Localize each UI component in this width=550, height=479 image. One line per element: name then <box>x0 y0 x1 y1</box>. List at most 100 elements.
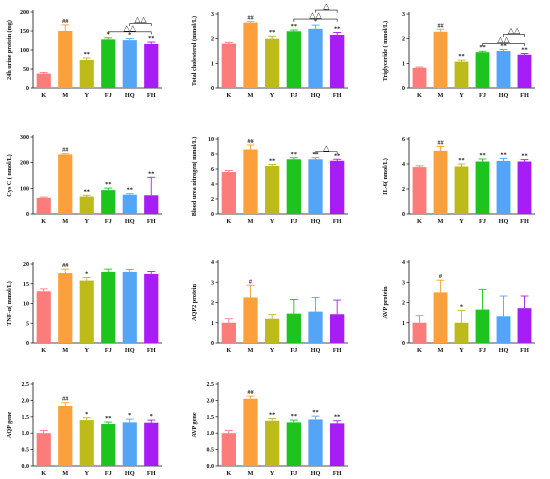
x-tick-label: HQ <box>125 347 135 354</box>
comparison-bracket <box>293 18 338 22</box>
y-tick-label: 100 <box>20 48 29 54</box>
comparison-label: △ <box>323 143 330 152</box>
significance-label: * <box>128 412 131 419</box>
significance-label: ** <box>269 411 275 418</box>
x-tick-label: K <box>417 92 422 99</box>
comparison-label: △△ <box>124 23 137 32</box>
bar-FH <box>144 195 159 214</box>
significance-label: ** <box>500 151 506 158</box>
bar-K <box>36 433 51 466</box>
chart-panel-8: 0 1 2 3 4 AQP2 protein K # M Y FJ HQ FH <box>191 260 348 354</box>
y-tick-label: 2 <box>211 197 214 203</box>
y-tick-label: 15 <box>23 282 29 288</box>
x-tick-label: K <box>226 470 231 477</box>
significance-label: ## <box>247 389 254 396</box>
y-tick-label: 4 <box>211 182 214 188</box>
bar-FJ <box>475 52 490 88</box>
significance-label: ** <box>291 413 297 420</box>
x-tick-label: FJ <box>479 92 486 99</box>
bar-HQ <box>308 28 323 88</box>
y-axis-label: Cys C ( nmol/L) <box>6 154 13 196</box>
y-tick-label: 6 <box>402 137 405 143</box>
x-tick-label: HQ <box>311 218 321 225</box>
y-tick-label: 0.0 <box>22 464 30 470</box>
significance-label: ## <box>247 138 254 145</box>
significance-label: * <box>85 270 88 277</box>
y-tick-label: 0 <box>26 341 29 347</box>
x-tick-label: K <box>41 218 46 225</box>
x-tick-label: HQ <box>499 218 509 225</box>
comparison-label: △△ <box>508 26 521 35</box>
x-tick-label: M <box>248 92 254 99</box>
bar-Y <box>454 61 469 88</box>
bar-HQ <box>122 194 137 214</box>
x-tick-label: FJ <box>290 347 297 354</box>
significance-label: ** <box>479 44 485 51</box>
chart-panel-5: 0 2 4 6 8 10 Blood urea nitrogen( mmol/L) K ## M *… <box>191 137 348 225</box>
bar-M <box>433 292 448 343</box>
y-tick-label: 100 <box>20 186 29 192</box>
significance-label: ** <box>105 415 111 422</box>
chart-panel-3: 0 1 2 3 Triglyceride ( mmol/L) K ## M ** Y ** FJ ** H… <box>382 12 535 99</box>
chart-panel-7: 0 5 10 15 20 TNF-α( mmol/L) K ## M * Y FJ HQ FH <box>6 262 162 354</box>
y-tick-label: 6 <box>211 167 214 173</box>
y-axis-label: AQP gene <box>6 412 13 439</box>
significance-label: ** <box>148 35 154 42</box>
x-tick-label: K <box>417 218 422 225</box>
chart-panel-2: 0 1 2 3 Total cholesterol (mmol/L) K ## M ** Y ** F… <box>191 2 348 99</box>
x-tick-label: K <box>226 92 231 99</box>
bar-FJ <box>475 309 490 343</box>
significance-label: ** <box>458 157 464 164</box>
comparison-bracket <box>315 9 338 13</box>
significance-label: ## <box>437 140 444 147</box>
x-tick-label: M <box>438 92 444 99</box>
significance-label: ** <box>458 53 464 60</box>
y-tick-label: 1.5 <box>22 415 30 421</box>
significance-label: ## <box>437 22 444 29</box>
bar-FH <box>144 273 159 343</box>
significance-label: ## <box>62 147 69 154</box>
significance-label: ** <box>105 181 111 188</box>
x-tick-label: M <box>248 218 254 225</box>
significance-label: ** <box>269 158 275 165</box>
comparison-bracket <box>107 31 152 35</box>
y-tick-label: 2.0 <box>207 398 215 404</box>
bar-Y <box>454 166 469 214</box>
y-tick-label: 0 <box>402 212 405 218</box>
bar-K <box>36 197 51 214</box>
bar-FH <box>517 161 532 214</box>
y-tick-label: 200 <box>20 10 29 16</box>
significance-label: ** <box>127 187 133 194</box>
significance-label: ** <box>84 51 90 58</box>
y-tick-label: 10 <box>23 302 29 308</box>
y-tick-label: 8 <box>211 152 214 158</box>
significance-label: * <box>128 32 131 39</box>
bar-M <box>58 405 73 466</box>
y-tick-label: 2.0 <box>22 398 30 404</box>
significance-label: ** <box>312 409 318 416</box>
x-tick-label: M <box>62 92 68 99</box>
bar-Y <box>265 318 280 343</box>
y-axis-label: Blood urea nitrogen( mmol/L) <box>191 137 198 216</box>
x-tick-label: FJ <box>290 92 297 99</box>
y-tick-label: 3 <box>211 280 214 286</box>
bar-Y <box>79 196 94 214</box>
significance-label: ## <box>62 396 69 403</box>
chart-panel-10: 0.0 0.5 1.0 1.5 2.0 2.5 AQP gene K ## M * Y ** FJ * HQ *… <box>6 382 162 477</box>
x-tick-label: FJ <box>105 347 112 354</box>
bar-HQ <box>308 311 323 343</box>
x-tick-label: K <box>417 347 422 354</box>
bar-FH <box>517 308 532 343</box>
x-tick-label: M <box>438 218 444 225</box>
bar-K <box>412 167 427 214</box>
bar-HQ <box>122 40 137 88</box>
bar-FH <box>330 314 345 343</box>
bar-HQ <box>122 422 137 466</box>
y-axis-label: TNF-α( mmol/L) <box>6 281 13 326</box>
x-tick-label: FH <box>333 218 342 225</box>
bar-K <box>412 322 427 343</box>
significance-label: ** <box>334 414 340 421</box>
y-tick-label: 1.5 <box>207 415 215 421</box>
bar-FH <box>330 34 345 88</box>
bar-K <box>36 73 51 88</box>
